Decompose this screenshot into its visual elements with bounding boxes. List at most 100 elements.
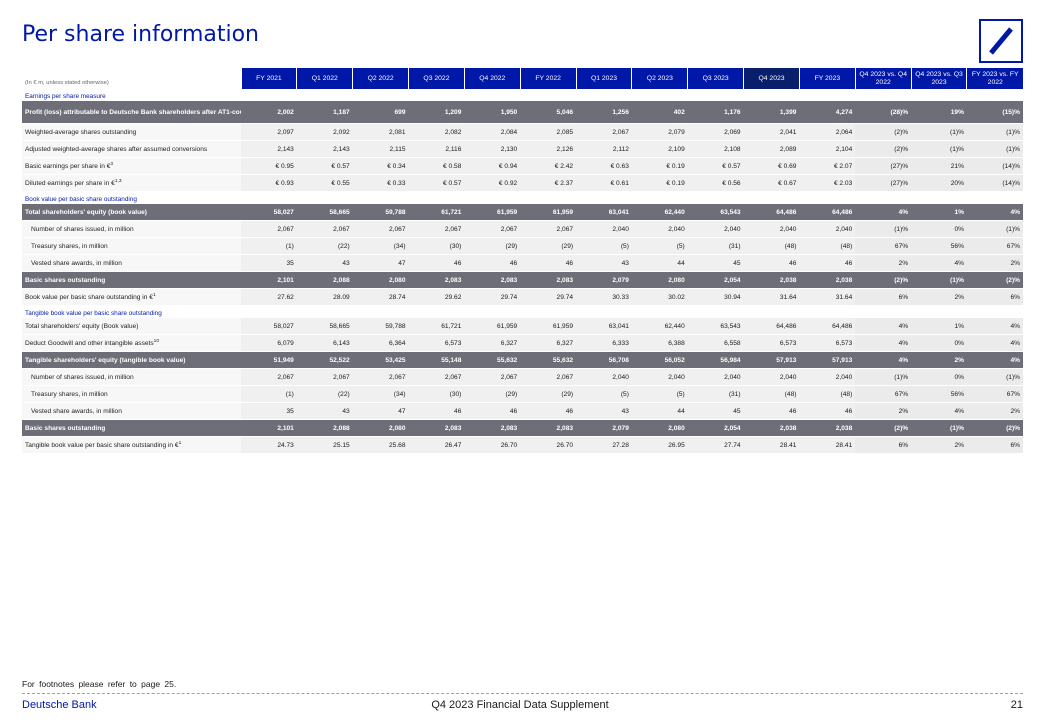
- column-header: Q1 2022: [296, 68, 353, 89]
- table-cell: 2,067: [408, 220, 465, 238]
- table-cell: 6,558: [687, 334, 744, 352]
- table-cell: 4,274: [799, 101, 856, 124]
- table-cell: 57,913: [743, 351, 800, 369]
- table-row: Basic earnings per share in €3 € 0.95 € 0.…: [22, 157, 1023, 175]
- column-header: FY 2023 vs. FY 2022: [966, 68, 1023, 89]
- table-cell: 55,632: [464, 351, 521, 369]
- table-cell: 4%: [855, 334, 912, 352]
- table-row: Book value per basic share outstanding i…: [22, 288, 1023, 306]
- row-label-text: Tangible book value per basic share outs…: [25, 442, 179, 450]
- row-label-text: Deduct Goodwill and other intangible ass…: [25, 340, 154, 348]
- row-label: Deduct Goodwill and other intangible ass…: [22, 334, 241, 352]
- row-label: Treasury shares, in million: [22, 237, 241, 255]
- table-cell: 4%: [855, 318, 912, 335]
- table-cell: 2,067: [352, 368, 409, 386]
- table-cell: 63,543: [687, 204, 744, 221]
- table-cell: 55,632: [520, 351, 577, 369]
- table-cell: 56,052: [631, 351, 688, 369]
- table-cell: 28.74: [352, 288, 409, 306]
- table-cell: 27.74: [687, 436, 744, 454]
- table-cell: 61,959: [464, 204, 521, 221]
- table-header-row: (In € m, unless stated otherwise) FY 202…: [22, 68, 1023, 89]
- table-cell: 1,399: [743, 101, 800, 124]
- table-cell: 47: [352, 402, 409, 420]
- row-label: Vested share awards, in million: [22, 254, 241, 272]
- table-cell: 28.41: [799, 436, 856, 454]
- table-cell: (34): [352, 237, 409, 255]
- table-cell: € 0.19: [631, 157, 688, 175]
- section-title: Earnings per share measure: [25, 92, 106, 100]
- row-label: Tangible shareholders' equity (tangible …: [22, 351, 241, 369]
- table-cell: 2,054: [687, 419, 744, 437]
- table-cell: 64,486: [799, 204, 856, 221]
- row-label-text: Number of shares issued, in million: [31, 225, 134, 233]
- table-cell: 2,040: [743, 368, 800, 386]
- column-header: Q2 2022: [352, 68, 409, 89]
- table-cell: 67%: [966, 385, 1023, 403]
- table-cell: 2,040: [743, 220, 800, 238]
- table-cell: (14)%: [966, 174, 1023, 192]
- table-cell: € 0.56: [687, 174, 744, 192]
- table-row: Tangible shareholders' equity (tangible …: [22, 351, 1023, 369]
- table-cell: (27)%: [855, 157, 912, 175]
- table-cell: (1)%: [855, 368, 912, 386]
- table-cell: 6%: [966, 288, 1023, 306]
- row-label-text: Diluted earnings per share in €: [25, 180, 115, 188]
- table-cell: 2,112: [576, 140, 632, 158]
- table-cell: 2,069: [687, 123, 744, 141]
- table-cell: 2,126: [520, 140, 577, 158]
- table-cell: 29.74: [464, 288, 521, 306]
- table-cell: 21%: [911, 157, 967, 175]
- table-cell: 2,041: [743, 123, 800, 141]
- table-cell: 2,083: [408, 419, 465, 437]
- table-cell: 46: [520, 402, 577, 420]
- table-cell: € 2.42: [520, 157, 577, 175]
- table-cell: 2,040: [576, 368, 632, 386]
- table-cell: 2,067: [352, 220, 409, 238]
- row-label-text: Basic earnings per share in €: [25, 163, 111, 171]
- table-cell: (5): [576, 385, 632, 403]
- table-cell: (29): [464, 385, 521, 403]
- table-cell: 46: [464, 402, 521, 420]
- row-label-text: Treasury shares, in million: [31, 242, 108, 250]
- table-cell: 25.15: [296, 436, 353, 454]
- table-cell: 44: [631, 402, 688, 420]
- page-title: Per share information: [22, 22, 260, 47]
- table-cell: 2,097: [241, 123, 297, 141]
- table-cell: 58,027: [241, 318, 297, 335]
- table-cell: 2,067: [408, 368, 465, 386]
- table-cell: 2,067: [576, 123, 632, 141]
- table-cell: 6,573: [743, 334, 800, 352]
- table-cell: 4%: [966, 204, 1023, 221]
- table-cell: 2,085: [520, 123, 577, 141]
- column-header: Q4 2022: [463, 68, 521, 89]
- column-header: Q2 2023: [631, 68, 688, 89]
- table-cell: 2,101: [241, 271, 297, 289]
- table-cell: (31): [687, 237, 744, 255]
- table-cell: 6,327: [464, 334, 521, 352]
- column-header: Q4 2023: [743, 68, 800, 89]
- table-cell: 4%: [966, 318, 1023, 335]
- table-cell: 63,543: [687, 318, 744, 335]
- table-row: Number of shares issued, in million 2,067…: [22, 220, 1023, 238]
- table-cell: 2,083: [464, 419, 521, 437]
- table-cell: 4%: [855, 351, 912, 369]
- table-cell: (48): [799, 237, 856, 255]
- table-cell: 2,143: [241, 140, 297, 158]
- footnote-marker: 3: [110, 161, 114, 167]
- table-cell: (22): [296, 385, 353, 403]
- row-label: Total shareholders' equity (book value): [22, 204, 241, 221]
- table-cell: 2,067: [464, 220, 521, 238]
- table-cell: (1)%: [966, 368, 1023, 386]
- table-cell: 1,187: [296, 101, 353, 124]
- column-header: FY 2022: [519, 68, 577, 89]
- table-cell: 1%: [911, 318, 967, 335]
- table-cell: 2%: [911, 351, 967, 369]
- table-cell: 30.33: [576, 288, 632, 306]
- table-cell: (2)%: [966, 419, 1023, 437]
- row-label-text: Vested share awards, in million: [31, 259, 122, 267]
- table-cell: (2)%: [855, 419, 912, 437]
- table-cell: 2,040: [687, 368, 744, 386]
- table-cell: € 0.58: [408, 157, 465, 175]
- table-cell: (1)%: [911, 271, 967, 289]
